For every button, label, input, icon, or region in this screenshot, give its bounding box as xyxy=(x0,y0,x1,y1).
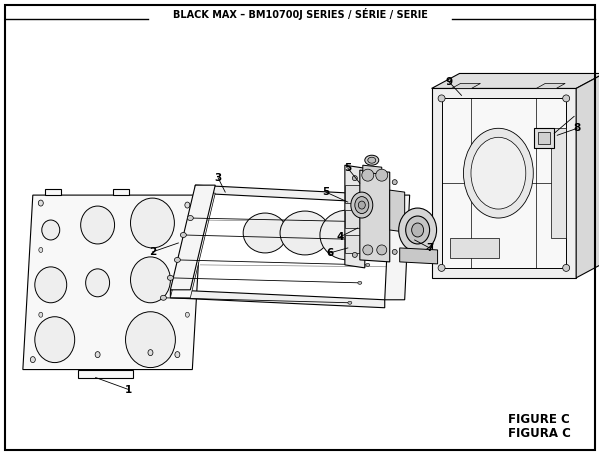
Ellipse shape xyxy=(348,301,352,304)
Polygon shape xyxy=(170,290,385,308)
Text: 9: 9 xyxy=(446,77,453,87)
Ellipse shape xyxy=(358,281,362,284)
Text: 8: 8 xyxy=(574,123,581,133)
Ellipse shape xyxy=(95,352,100,358)
Polygon shape xyxy=(536,83,565,88)
Text: 5: 5 xyxy=(344,163,352,173)
Ellipse shape xyxy=(185,312,190,317)
Polygon shape xyxy=(452,83,481,88)
Ellipse shape xyxy=(351,192,373,218)
Polygon shape xyxy=(170,185,215,290)
Ellipse shape xyxy=(131,257,170,303)
Text: 4: 4 xyxy=(336,232,344,242)
Ellipse shape xyxy=(80,206,115,244)
Ellipse shape xyxy=(366,263,370,266)
Polygon shape xyxy=(431,73,600,88)
Ellipse shape xyxy=(471,137,526,209)
Text: 1: 1 xyxy=(125,384,132,394)
Ellipse shape xyxy=(39,312,43,317)
Ellipse shape xyxy=(35,317,74,363)
Ellipse shape xyxy=(175,258,181,263)
Polygon shape xyxy=(345,185,360,203)
Ellipse shape xyxy=(355,197,369,213)
Ellipse shape xyxy=(438,264,445,271)
Ellipse shape xyxy=(463,128,533,218)
Ellipse shape xyxy=(187,216,193,221)
Ellipse shape xyxy=(175,352,180,358)
Ellipse shape xyxy=(160,295,166,300)
Ellipse shape xyxy=(320,210,376,260)
Polygon shape xyxy=(345,235,360,253)
Ellipse shape xyxy=(392,180,397,185)
Ellipse shape xyxy=(563,95,569,102)
FancyBboxPatch shape xyxy=(538,132,550,144)
Polygon shape xyxy=(345,210,360,228)
Polygon shape xyxy=(196,185,390,203)
Polygon shape xyxy=(23,195,202,369)
Ellipse shape xyxy=(377,245,387,255)
Ellipse shape xyxy=(35,267,67,303)
Ellipse shape xyxy=(362,169,374,181)
Ellipse shape xyxy=(167,275,173,280)
Polygon shape xyxy=(442,98,566,268)
Ellipse shape xyxy=(86,269,110,297)
Ellipse shape xyxy=(31,357,35,363)
FancyBboxPatch shape xyxy=(449,238,499,258)
Polygon shape xyxy=(431,88,576,278)
Text: 2: 2 xyxy=(149,247,156,257)
Ellipse shape xyxy=(131,198,175,248)
Ellipse shape xyxy=(125,312,175,368)
Text: 3: 3 xyxy=(215,173,222,183)
Polygon shape xyxy=(363,165,382,174)
FancyBboxPatch shape xyxy=(534,128,554,148)
Ellipse shape xyxy=(39,248,43,253)
Ellipse shape xyxy=(368,157,376,163)
Polygon shape xyxy=(345,165,365,268)
Text: FIGURE C: FIGURE C xyxy=(508,413,570,426)
Ellipse shape xyxy=(378,221,382,223)
Polygon shape xyxy=(385,195,410,300)
Ellipse shape xyxy=(352,176,358,181)
Text: FIGURA C: FIGURA C xyxy=(508,427,571,440)
Ellipse shape xyxy=(365,155,379,165)
Ellipse shape xyxy=(406,216,430,244)
Ellipse shape xyxy=(392,249,397,254)
Polygon shape xyxy=(551,128,566,238)
Polygon shape xyxy=(170,193,215,298)
Polygon shape xyxy=(77,369,133,378)
Ellipse shape xyxy=(352,253,358,258)
Ellipse shape xyxy=(148,349,153,356)
Polygon shape xyxy=(390,190,404,232)
Polygon shape xyxy=(113,189,128,195)
Ellipse shape xyxy=(181,233,187,238)
Ellipse shape xyxy=(38,200,43,206)
Ellipse shape xyxy=(376,238,380,242)
Ellipse shape xyxy=(185,253,190,258)
Polygon shape xyxy=(400,248,437,264)
Text: 6: 6 xyxy=(326,248,334,258)
Ellipse shape xyxy=(563,264,569,271)
Ellipse shape xyxy=(280,211,330,255)
Text: 7: 7 xyxy=(426,243,433,253)
Text: 5: 5 xyxy=(322,187,329,197)
Ellipse shape xyxy=(42,220,60,240)
Text: BLACK MAX – BM10700J SERIES / SÉRIE / SERIE: BLACK MAX – BM10700J SERIES / SÉRIE / SE… xyxy=(173,8,427,20)
Polygon shape xyxy=(45,189,61,195)
Polygon shape xyxy=(360,170,390,262)
Ellipse shape xyxy=(358,201,365,209)
Ellipse shape xyxy=(185,202,190,208)
Ellipse shape xyxy=(412,223,424,237)
Ellipse shape xyxy=(398,208,437,252)
Ellipse shape xyxy=(243,213,287,253)
Ellipse shape xyxy=(438,95,445,102)
Polygon shape xyxy=(576,73,600,278)
Ellipse shape xyxy=(376,169,388,181)
Ellipse shape xyxy=(363,245,373,255)
